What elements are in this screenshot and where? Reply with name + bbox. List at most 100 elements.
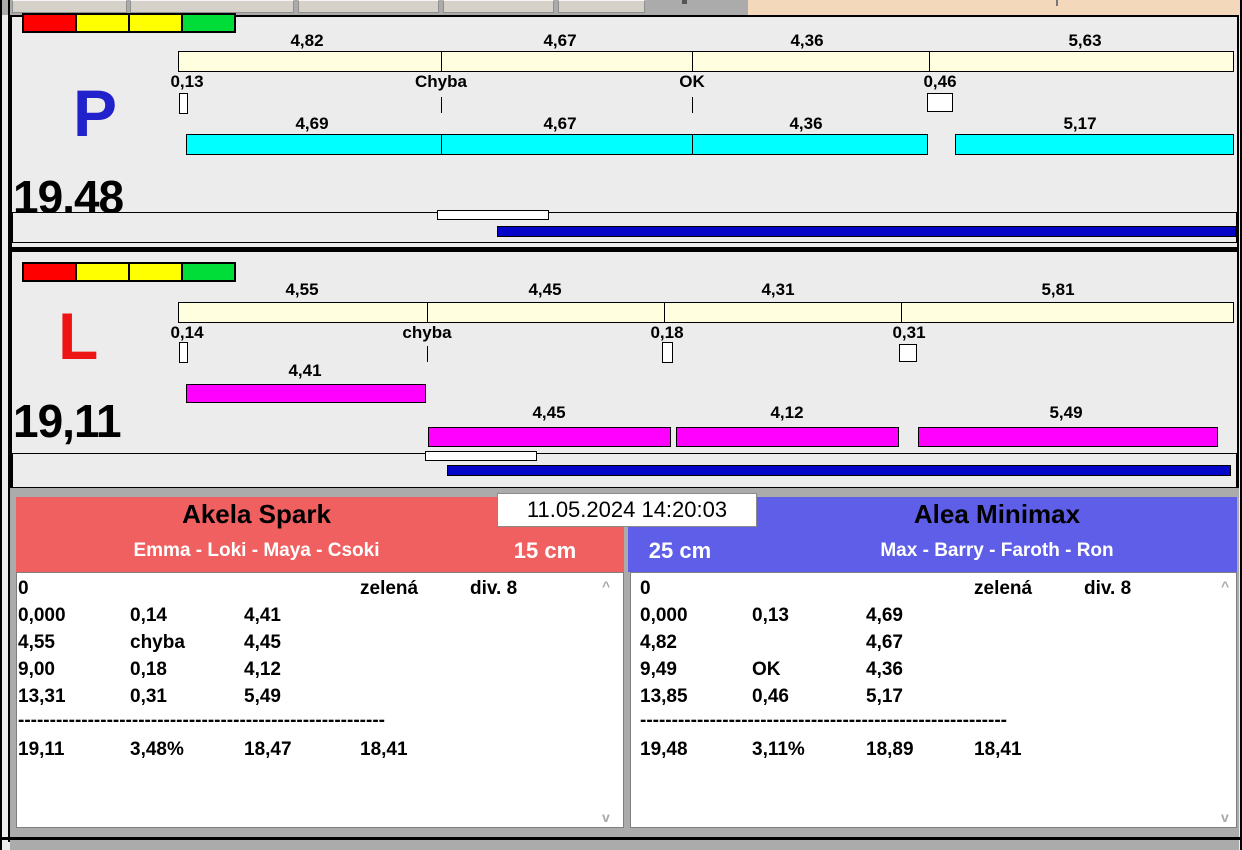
scroll-down-icon[interactable]: v	[1221, 809, 1229, 825]
l-run-segment-label: 4,41	[288, 361, 322, 380]
l-reference-segment-label: 5,81	[1041, 280, 1075, 299]
panel-l	[10, 252, 1239, 488]
result-cell: 0	[18, 578, 29, 599]
l-reference-segment-label: 4,45	[528, 280, 562, 299]
p-event-marker-tick	[441, 97, 442, 113]
p-progress-bar	[497, 226, 1236, 237]
results-right-panel[interactable]	[630, 572, 1237, 828]
result-cell: 4,67	[866, 632, 903, 653]
result-summary-cell: 18,47	[244, 739, 292, 760]
p-reference-segment-label: 4,36	[790, 31, 824, 50]
result-cell: 4,12	[244, 659, 281, 680]
panel-divider	[10, 247, 1239, 252]
traffic-light-yellow	[75, 13, 130, 33]
team-right-size: 25 cm	[648, 538, 712, 563]
toolbar-button[interactable]	[298, 0, 439, 13]
p-run-bar-divider	[692, 135, 693, 154]
toolbar-button[interactable]	[443, 0, 554, 13]
p-event-label: OK	[679, 72, 705, 91]
result-separator: ----------------------------------------…	[18, 711, 385, 729]
p-run-segment-label: 4,69	[295, 114, 329, 133]
toolbar-button[interactable]	[130, 0, 294, 13]
result-cell: 0,000	[18, 605, 66, 626]
result-cell: 5,49	[244, 686, 281, 707]
result-cell: 13,85	[640, 686, 688, 707]
l-event-label: chyba	[402, 323, 452, 342]
l-run-segment-label: 5,49	[1049, 403, 1083, 422]
window-frame-left-inner	[8, 0, 10, 842]
l-event-marker-box	[179, 342, 188, 363]
team-right-name: Alea Minimax	[913, 499, 1081, 529]
p-run-bar-divider	[441, 135, 442, 154]
l-reference-bar-divider	[901, 303, 902, 322]
p-event-marker-box	[179, 93, 188, 114]
result-cell: zelená	[360, 578, 419, 599]
date-time-display: 11.05.2024 14:20:03	[497, 493, 757, 527]
result-cell: 0,000	[640, 605, 688, 626]
l-course-label: L	[58, 299, 99, 373]
result-cell: 0,31	[130, 686, 167, 707]
p-reference-segment-label: 4,67	[543, 31, 577, 50]
toolbar-mark	[682, 0, 687, 4]
traffic-light-yellow	[128, 262, 183, 282]
l-run-segment-label: 4,45	[532, 403, 566, 422]
l-event-marker-tick	[427, 346, 428, 362]
result-cell: 0	[640, 578, 651, 599]
team-left-name: Akela Spark	[182, 499, 331, 529]
team-left-size: 15 cm	[513, 538, 577, 563]
bottom-status-bar	[0, 837, 1242, 840]
result-cell: 0,14	[130, 605, 167, 626]
result-summary-cell: 18,41	[974, 739, 1022, 760]
result-cell: div. 8	[470, 578, 518, 599]
result-cell: 4,82	[640, 632, 677, 653]
result-cell: 0,13	[752, 605, 789, 626]
traffic-light-green	[181, 13, 236, 33]
l-reference-bar	[178, 302, 1234, 323]
result-cell: 0,46	[752, 686, 789, 707]
traffic-light-green	[181, 262, 236, 282]
l-event-label: 0,31	[892, 323, 926, 342]
p-run-segment-label: 4,67	[543, 114, 577, 133]
result-separator: ----------------------------------------…	[640, 711, 1007, 729]
toolbar-button[interactable]	[558, 0, 645, 13]
result-summary-cell: 3,48%	[130, 739, 184, 760]
result-cell: 9,00	[18, 659, 55, 680]
p-run-segment-label: 5,17	[1063, 114, 1097, 133]
l-reference-bar-divider	[664, 303, 665, 322]
p-course-label: P	[73, 76, 118, 150]
scroll-down-icon[interactable]: v	[602, 809, 610, 825]
traffic-light-yellow	[75, 262, 130, 282]
result-cell: 13,31	[18, 686, 66, 707]
results-left-panel[interactable]	[16, 572, 624, 828]
p-reference-bar-divider	[692, 52, 693, 71]
scroll-up-icon[interactable]: ^	[602, 578, 611, 594]
toolbar-button[interactable]	[12, 0, 127, 13]
p-event-label: Chyba	[415, 72, 467, 91]
l-total-time: 19,11	[13, 395, 122, 447]
result-cell: 4,41	[244, 605, 281, 626]
l-event-marker-box	[662, 342, 673, 363]
result-cell: 0,18	[130, 659, 167, 680]
team-left-members: Emma - Loki - Maya - Csoki	[133, 540, 380, 561]
p-track-indicator	[437, 210, 549, 220]
l-run-bar	[676, 427, 899, 447]
l-run-bar	[186, 384, 426, 403]
traffic-light-yellow	[128, 13, 183, 33]
p-run-segment-label: 4,36	[789, 114, 823, 133]
scroll-up-icon[interactable]: ^	[1221, 578, 1230, 594]
traffic-light-red	[22, 13, 77, 33]
p-event-label: 0,13	[170, 72, 204, 91]
l-run-segment-label: 4,12	[770, 403, 804, 422]
l-event-marker-box	[899, 344, 917, 362]
l-event-label: 0,14	[170, 323, 204, 342]
window-frame-right	[1240, 0, 1242, 850]
result-cell: OK	[752, 659, 781, 680]
result-cell: div. 8	[1084, 578, 1132, 599]
result-summary-cell: 3,11%	[752, 739, 805, 760]
result-cell: chyba	[130, 632, 185, 653]
p-event-marker-tick	[692, 97, 693, 113]
result-cell: 4,69	[866, 605, 903, 626]
traffic-light-red	[22, 262, 77, 282]
result-cell: 4,55	[18, 632, 55, 653]
result-cell: 5,17	[866, 686, 903, 707]
